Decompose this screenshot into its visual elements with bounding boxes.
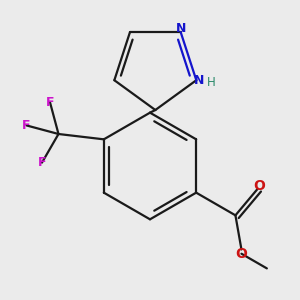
Text: F: F xyxy=(22,119,31,132)
Text: F: F xyxy=(46,96,54,109)
Text: H: H xyxy=(207,76,216,89)
Text: F: F xyxy=(38,156,46,169)
Text: O: O xyxy=(236,247,247,261)
Text: N: N xyxy=(194,74,204,87)
Text: N: N xyxy=(176,22,186,35)
Text: O: O xyxy=(253,179,265,193)
